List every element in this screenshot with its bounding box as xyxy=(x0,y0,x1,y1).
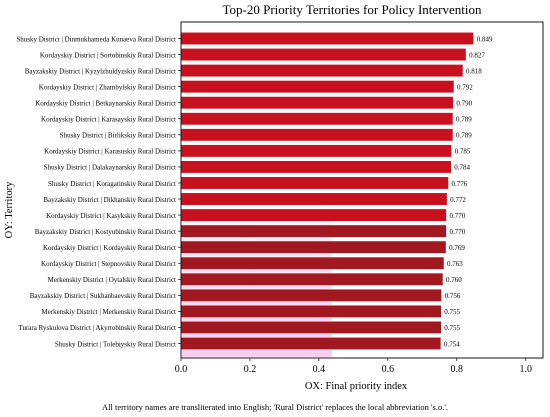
y-tick-label: Bayzakskiy District | Sukhanbaevskiy Rur… xyxy=(30,292,176,300)
bar xyxy=(180,192,448,206)
value-label: 0.772 xyxy=(450,196,466,204)
y-tick-label: Bayzakskiy District | Kostyubinskiy Rura… xyxy=(35,228,176,236)
value-label: 0.776 xyxy=(452,180,468,188)
x-tick-label: 0.4 xyxy=(313,364,326,375)
value-label: 0.790 xyxy=(456,100,472,108)
bar xyxy=(180,31,475,46)
y-tick-label: Kordayskiy District | Karasayskiy Rural … xyxy=(41,116,176,124)
value-label: 0.849 xyxy=(477,35,493,43)
value-label: 0.785 xyxy=(455,148,471,156)
bar xyxy=(180,272,444,286)
bar xyxy=(180,240,447,254)
y-tick-label: Shusky District | Dinmukhameda Kunaeva R… xyxy=(16,35,176,43)
x-axis-title: OX: Final priority index xyxy=(305,381,408,392)
y-tick-label: Turara Ryskulova District | Akyrtobinski… xyxy=(18,324,176,332)
value-label: 0.760 xyxy=(446,276,462,284)
bar xyxy=(180,224,447,238)
bar xyxy=(180,96,454,110)
y-tick-label: Shusky District | Koragatinskiy Rural Di… xyxy=(48,180,176,188)
value-label: 0.770 xyxy=(449,212,465,220)
y-tick-label: Kordayskiy District | Betkaynarskiy Rura… xyxy=(35,100,176,108)
bar xyxy=(180,304,442,318)
y-tick-label: Shusky District | Dalakaynarskiy Rural D… xyxy=(44,164,176,172)
x-tick-label: 0.6 xyxy=(382,364,395,375)
x-tick-label: 1.0 xyxy=(520,364,533,375)
bar xyxy=(180,64,464,78)
bars xyxy=(178,31,475,351)
x-tick-label: 0.2 xyxy=(244,364,257,375)
value-label: 0.756 xyxy=(445,292,461,300)
y-tick-label: Kordayskiy District | Karasuskiy Rural D… xyxy=(44,148,176,156)
value-label: 0.818 xyxy=(466,67,482,75)
bar xyxy=(180,176,449,190)
y-tick-label: Shusky District | Birlikskiy Rural Distr… xyxy=(60,132,176,140)
y-tick-label: Kordayskiy District | Zhambylskiy Rural … xyxy=(39,83,176,91)
bar xyxy=(180,160,452,174)
y-tick-label: Merkenskiy District | Merkenskiy Rural D… xyxy=(41,308,176,316)
y-axis-title: OY: Territory xyxy=(4,181,15,238)
value-label: 0.755 xyxy=(444,308,460,316)
y-tick-label: Kordayskiy District | Kordayskiy Rural D… xyxy=(43,244,176,252)
chart-title: Top-20 Priority Territories for Policy I… xyxy=(223,2,482,17)
plot-frame xyxy=(180,21,544,361)
x-tick-label: 0.0 xyxy=(175,364,188,375)
y-tick-label: Merkenskiy District | Oytalskiy Rural Di… xyxy=(48,276,176,284)
y-tick-label: Shusky District | Tolebiyskiy Rural Dist… xyxy=(55,340,176,348)
plot-border xyxy=(180,21,544,359)
y-tick-label: Kordayskiy District | Stepnovskiy Rural … xyxy=(41,260,176,268)
value-label: 0.789 xyxy=(456,116,472,124)
x-tick-labels: 0.0 0.2 0.4 0.6 0.8 1.0 xyxy=(175,364,532,375)
value-label: 0.770 xyxy=(449,228,465,236)
y-tick-label: Kordayskiy District | Kasykskiy Rural Di… xyxy=(46,212,176,220)
bar xyxy=(180,208,447,222)
value-labels: 0.849 0.827 0.818 0.792 0.790 0.789 0.789 0.785… xyxy=(444,35,493,348)
bar xyxy=(180,320,442,334)
x-tick-label: 0.8 xyxy=(451,364,464,375)
value-label: 0.755 xyxy=(444,324,460,332)
y-tick-label: Kordayskiy District | Sortobinskiy Rural… xyxy=(40,51,176,59)
value-label: 0.754 xyxy=(444,340,460,348)
bar xyxy=(180,128,454,142)
value-label: 0.827 xyxy=(469,51,485,59)
bar xyxy=(180,80,455,94)
value-label: 0.784 xyxy=(454,164,470,172)
figure-caption: All territory names are transliterated i… xyxy=(101,402,449,412)
y-tick-label: Bayzakskiy District | Kyzylzhuldyzskiy R… xyxy=(25,67,176,75)
bar xyxy=(180,48,467,62)
bar xyxy=(180,112,454,126)
value-label: 0.792 xyxy=(457,83,473,91)
value-label: 0.769 xyxy=(449,244,465,252)
y-tick-labels: Shusky District | Dinmukhameda Kunaeva R… xyxy=(16,35,176,348)
bar xyxy=(180,288,442,302)
bar xyxy=(180,144,452,158)
value-label: 0.789 xyxy=(456,132,472,140)
value-label: 0.763 xyxy=(447,260,463,268)
bar xyxy=(180,256,445,270)
y-tick-label: Bayzakskiy District | Dikhanskiy Rural D… xyxy=(43,196,176,204)
bar xyxy=(180,336,442,351)
